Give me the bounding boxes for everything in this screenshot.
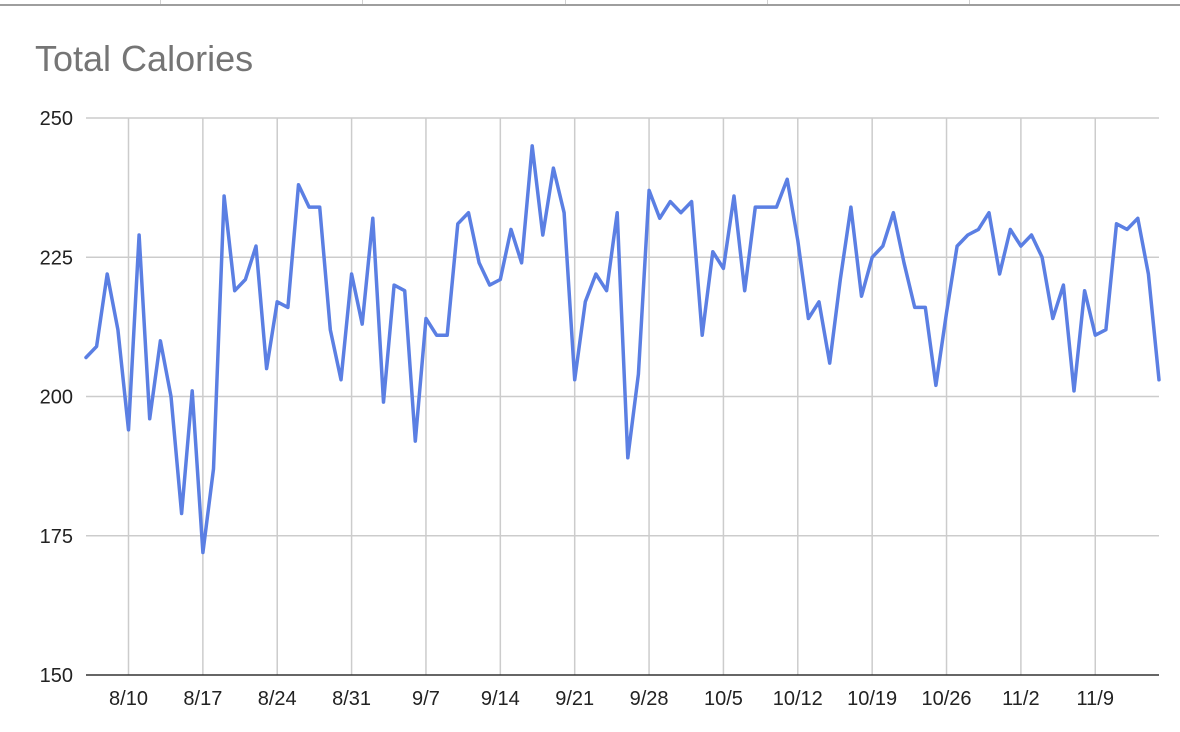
y-tick-label: 175 bbox=[40, 526, 73, 548]
cell-divider bbox=[767, 0, 768, 5]
x-tick-label: 8/24 bbox=[258, 688, 297, 710]
y-tick-label: 250 bbox=[40, 108, 73, 130]
x-tick-label: 11/9 bbox=[1077, 688, 1114, 710]
y-axis-labels: 150 175 200 225 250 bbox=[40, 108, 73, 687]
x-tick-label: 9/28 bbox=[630, 688, 669, 710]
cell-divider bbox=[969, 0, 970, 5]
frozen-row-rule bbox=[0, 4, 1180, 6]
spreadsheet-top-strip bbox=[0, 0, 1180, 6]
x-tick-label: 11/2 bbox=[1002, 688, 1039, 710]
cell-divider bbox=[160, 0, 161, 5]
x-tick-label: 8/31 bbox=[332, 688, 371, 710]
x-axis-labels: 8/10 8/17 8/24 8/31 9/7 9/14 9/21 9/28 10/5 10/12… bbox=[109, 688, 1114, 710]
cell-divider bbox=[362, 0, 363, 5]
x-tick-label: 10/19 bbox=[847, 688, 897, 710]
x-tick-label: 9/14 bbox=[481, 688, 520, 710]
series-line[interactable] bbox=[84, 144, 1161, 555]
x-tick-label: 8/10 bbox=[109, 688, 148, 710]
x-tick-label: 9/21 bbox=[555, 688, 594, 710]
x-tick-label: 10/12 bbox=[773, 688, 823, 710]
y-tick-label: 200 bbox=[40, 387, 73, 409]
y-tick-label: 150 bbox=[40, 665, 73, 687]
series-layer bbox=[84, 144, 1161, 555]
y-tick-label: 225 bbox=[40, 247, 73, 269]
chart-title: Total Calories bbox=[35, 38, 254, 79]
x-tick-label: 9/7 bbox=[412, 688, 440, 710]
x-tick-label: 10/5 bbox=[704, 688, 743, 710]
cell-divider bbox=[565, 0, 566, 5]
horizontal-gridlines bbox=[86, 117, 1159, 676]
x-tick-label: 8/17 bbox=[183, 688, 222, 710]
x-tick-label: 10/26 bbox=[921, 688, 971, 710]
